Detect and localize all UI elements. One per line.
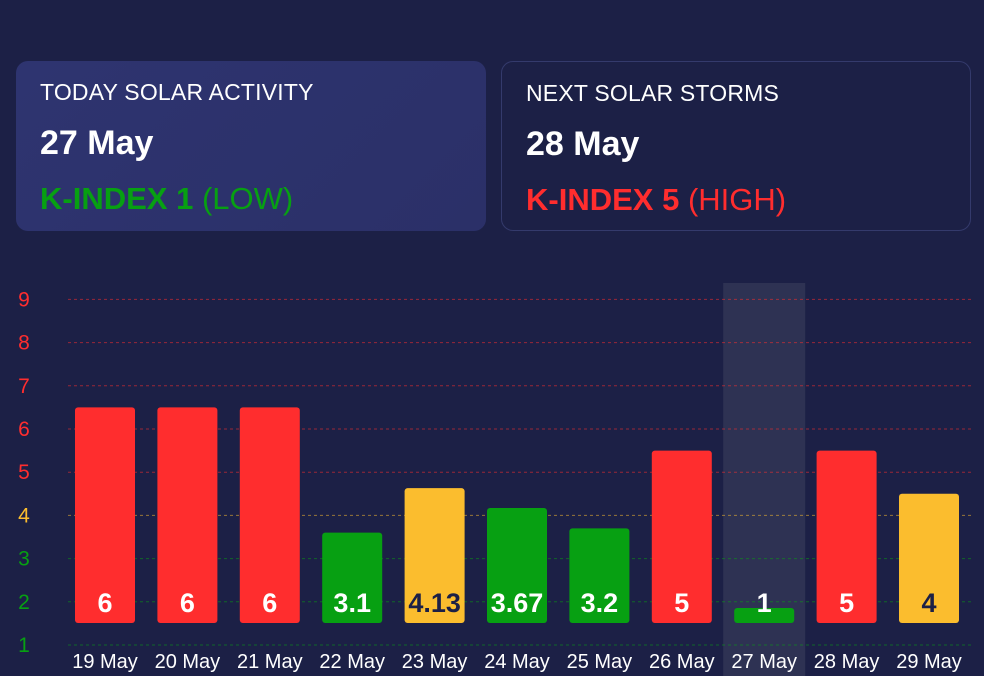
x-tick-label: 24 May bbox=[484, 651, 550, 673]
bar-value-label: 4.13 bbox=[408, 588, 461, 618]
x-tick-label: 21 May bbox=[237, 651, 303, 673]
y-tick-label: 4 bbox=[18, 504, 30, 527]
y-tick-label: 1 bbox=[18, 634, 30, 657]
y-tick-label: 8 bbox=[18, 332, 30, 355]
bar bbox=[75, 407, 135, 623]
today-kindex-value: K-INDEX 1 bbox=[40, 181, 194, 216]
bar bbox=[569, 528, 630, 623]
x-tick-label: 19 May bbox=[72, 651, 138, 673]
bar-value-label: 6 bbox=[262, 588, 277, 618]
next-solar-storms-card: NEXT SOLAR STORMS 28 May K-INDEX 5 (HIGH… bbox=[501, 61, 971, 231]
next-kindex: K-INDEX 5 (HIGH) bbox=[526, 182, 946, 218]
bar bbox=[816, 450, 877, 623]
y-tick-label: 6 bbox=[18, 418, 30, 441]
y-tick-label: 5 bbox=[18, 461, 30, 484]
bar bbox=[651, 450, 712, 623]
next-kindex-level: (HIGH) bbox=[687, 182, 787, 217]
x-tick-label: 25 May bbox=[567, 651, 633, 673]
next-card-date: 28 May bbox=[526, 125, 640, 163]
bar-value-label: 6 bbox=[97, 588, 112, 618]
today-card-date: 27 May bbox=[40, 124, 154, 162]
bar bbox=[322, 532, 383, 623]
bar-value-label: 5 bbox=[839, 588, 854, 618]
x-tick-label: 28 May bbox=[814, 651, 880, 673]
bar-value-label: 4 bbox=[921, 588, 936, 618]
today-solar-activity-card: TODAY SOLAR ACTIVITY 27 May K-INDEX 1 (L… bbox=[16, 61, 486, 231]
bar-value-label: 6 bbox=[180, 588, 195, 618]
x-tick-label: 22 May bbox=[319, 651, 385, 673]
bar-value-label: 3.67 bbox=[491, 588, 544, 618]
bar bbox=[899, 493, 959, 623]
next-kindex-value: K-INDEX 5 bbox=[526, 182, 680, 217]
bar-value-label: 3.1 bbox=[333, 588, 371, 618]
y-tick-label: 9 bbox=[18, 288, 30, 311]
bar bbox=[157, 407, 218, 623]
bar bbox=[404, 488, 465, 623]
bar bbox=[487, 508, 547, 623]
x-tick-label: 23 May bbox=[402, 651, 468, 673]
today-card-title: TODAY SOLAR ACTIVITY bbox=[40, 79, 314, 105]
x-tick-label: 29 May bbox=[896, 651, 962, 673]
y-tick-label: 3 bbox=[18, 548, 30, 571]
kindex-bar-chart: 1 2 3 4 5 6 7 8 9 6 19 May 6 20 May 6 21 May 3.1 22 May 4… bbox=[18, 283, 972, 676]
bar bbox=[734, 608, 795, 623]
bar-value-label: 3.2 bbox=[581, 588, 619, 618]
y-tick-label: 2 bbox=[18, 591, 30, 614]
bar bbox=[239, 407, 300, 623]
x-tick-label: 27 May bbox=[731, 651, 797, 673]
bar-value-label: 1 bbox=[757, 588, 772, 618]
today-kindex: K-INDEX 1 (LOW) bbox=[40, 181, 462, 217]
next-card-title: NEXT SOLAR STORMS bbox=[526, 80, 780, 106]
today-kindex-level: (LOW) bbox=[201, 181, 294, 216]
x-tick-label: 26 May bbox=[649, 651, 715, 673]
bar-value-label: 5 bbox=[674, 588, 689, 618]
x-tick-label: 20 May bbox=[155, 651, 221, 673]
y-tick-label: 7 bbox=[18, 375, 30, 398]
